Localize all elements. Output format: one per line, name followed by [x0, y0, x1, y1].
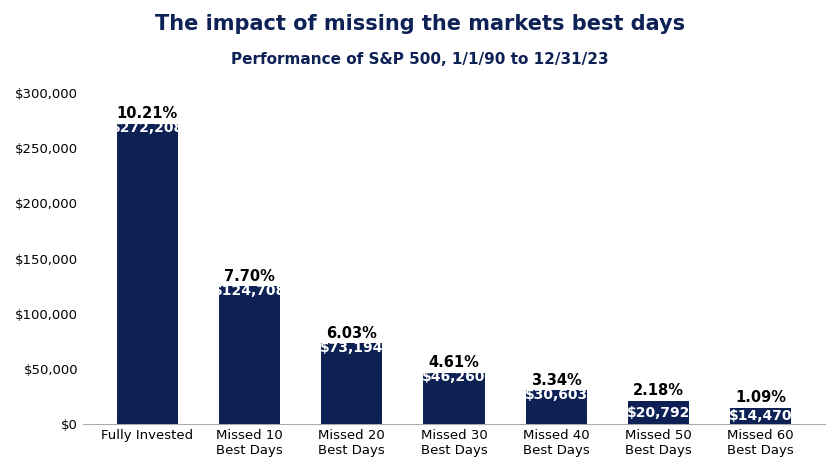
Text: $20,792: $20,792	[627, 405, 690, 420]
Bar	[730, 408, 791, 424]
Text: Performance of S&P 500, 1/1/90 to 12/31/23: Performance of S&P 500, 1/1/90 to 12/31/…	[231, 52, 609, 67]
Text: $272,208: $272,208	[111, 121, 184, 135]
Bar	[321, 343, 382, 424]
Text: $46,260: $46,260	[423, 371, 486, 385]
Text: 4.61%: 4.61%	[428, 355, 480, 371]
Text: $124,708: $124,708	[213, 284, 286, 298]
Text: 1.09%: 1.09%	[735, 390, 786, 405]
Text: 6.03%: 6.03%	[327, 326, 377, 341]
Bar	[526, 390, 587, 424]
Text: $30,603: $30,603	[525, 388, 588, 402]
Bar	[219, 287, 281, 424]
Text: The impact of missing the markets best days: The impact of missing the markets best d…	[155, 14, 685, 34]
Text: $73,194: $73,194	[320, 341, 384, 355]
Bar	[627, 401, 689, 424]
Text: 7.70%: 7.70%	[224, 269, 275, 284]
Text: 2.18%: 2.18%	[633, 383, 684, 398]
Text: $14,470: $14,470	[729, 409, 792, 423]
Text: 3.34%: 3.34%	[531, 372, 581, 388]
Text: 10.21%: 10.21%	[117, 106, 178, 121]
Bar	[423, 373, 485, 424]
Bar	[117, 124, 178, 424]
